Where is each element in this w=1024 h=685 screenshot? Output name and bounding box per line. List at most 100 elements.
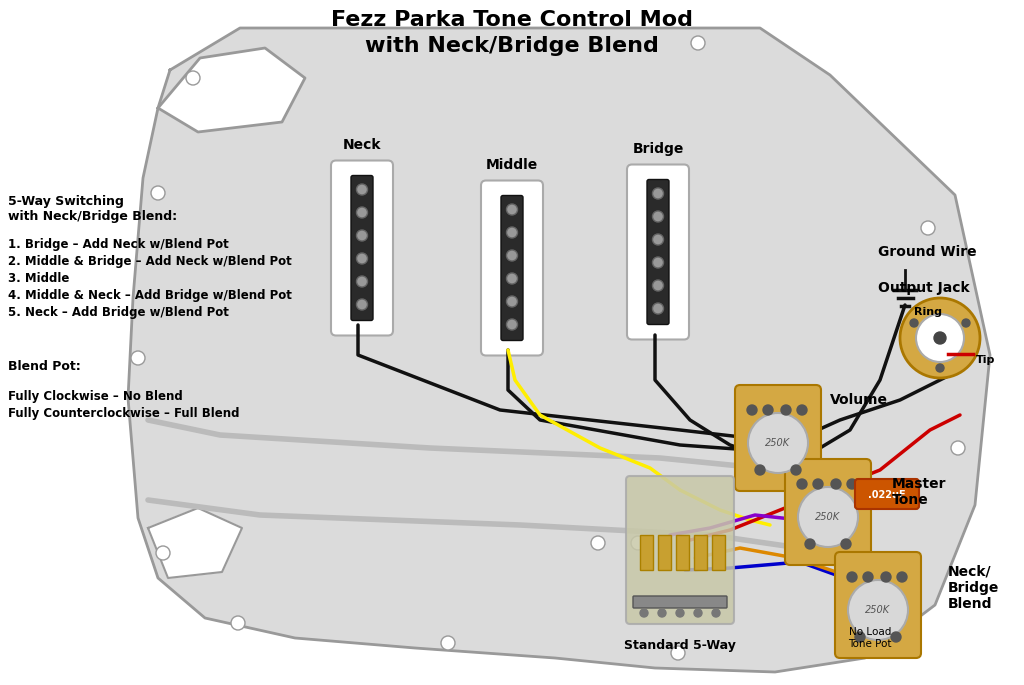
Circle shape: [652, 280, 664, 291]
Circle shape: [652, 257, 664, 268]
Circle shape: [591, 536, 605, 550]
Circle shape: [652, 188, 664, 199]
Circle shape: [151, 186, 165, 200]
Circle shape: [897, 572, 907, 582]
Text: Fully Counterclockwise – Full Blend: Fully Counterclockwise – Full Blend: [8, 407, 240, 420]
Text: Neck: Neck: [343, 138, 381, 151]
Circle shape: [936, 364, 944, 372]
FancyBboxPatch shape: [835, 552, 921, 658]
Circle shape: [652, 211, 664, 222]
Circle shape: [691, 36, 705, 50]
FancyBboxPatch shape: [735, 385, 821, 491]
Bar: [676, 535, 689, 570]
Circle shape: [507, 319, 517, 330]
Circle shape: [441, 636, 455, 650]
Text: Ground Wire: Ground Wire: [878, 245, 977, 259]
Circle shape: [891, 632, 901, 642]
Circle shape: [797, 405, 807, 415]
Text: 250K: 250K: [765, 438, 791, 448]
Text: Ring: Ring: [914, 307, 942, 317]
Circle shape: [131, 351, 145, 365]
Circle shape: [798, 487, 858, 547]
Circle shape: [841, 539, 851, 549]
FancyBboxPatch shape: [855, 479, 919, 509]
Text: .022uF: .022uF: [868, 490, 906, 500]
Text: Volume: Volume: [830, 393, 888, 407]
Text: Output Jack: Output Jack: [878, 281, 970, 295]
Circle shape: [631, 536, 645, 550]
Circle shape: [356, 276, 368, 287]
Circle shape: [507, 273, 517, 284]
Circle shape: [356, 207, 368, 218]
Circle shape: [910, 319, 919, 327]
FancyBboxPatch shape: [633, 596, 727, 608]
Circle shape: [797, 479, 807, 489]
Circle shape: [848, 580, 908, 640]
Circle shape: [781, 405, 791, 415]
Circle shape: [640, 609, 648, 617]
Circle shape: [951, 441, 965, 455]
Circle shape: [507, 204, 517, 215]
Circle shape: [847, 572, 857, 582]
Circle shape: [356, 253, 368, 264]
Bar: [694, 535, 707, 570]
Text: Fezz Parka Tone Control Mod: Fezz Parka Tone Control Mod: [331, 10, 693, 30]
Circle shape: [671, 646, 685, 660]
Text: Fully Clockwise – No Blend: Fully Clockwise – No Blend: [8, 390, 182, 403]
Text: 1. Bridge – Add Neck w/Blend Pot: 1. Bridge – Add Neck w/Blend Pot: [8, 238, 228, 251]
Text: with Neck/Bridge Blend: with Neck/Bridge Blend: [366, 36, 658, 56]
Circle shape: [652, 234, 664, 245]
Text: 250K: 250K: [815, 512, 841, 522]
Circle shape: [791, 465, 801, 475]
FancyBboxPatch shape: [785, 459, 871, 565]
Circle shape: [921, 221, 935, 235]
Circle shape: [156, 546, 170, 560]
Circle shape: [847, 479, 857, 489]
Text: 2. Middle & Bridge – Add Neck w/Blend Pot: 2. Middle & Bridge – Add Neck w/Blend Po…: [8, 255, 292, 268]
Text: 4. Middle & Neck – Add Bridge w/Blend Pot: 4. Middle & Neck – Add Bridge w/Blend Po…: [8, 289, 292, 302]
Circle shape: [763, 405, 773, 415]
Circle shape: [507, 227, 517, 238]
Circle shape: [507, 296, 517, 307]
Circle shape: [855, 632, 865, 642]
FancyBboxPatch shape: [501, 195, 523, 340]
Text: Tip: Tip: [976, 355, 995, 365]
Circle shape: [755, 465, 765, 475]
Circle shape: [916, 314, 964, 362]
FancyBboxPatch shape: [627, 164, 689, 340]
Text: 250K: 250K: [865, 605, 891, 615]
Polygon shape: [148, 508, 242, 578]
Circle shape: [676, 609, 684, 617]
FancyBboxPatch shape: [331, 160, 393, 336]
Circle shape: [746, 405, 757, 415]
Text: 5-Way Switching
with Neck/Bridge Blend:: 5-Way Switching with Neck/Bridge Blend:: [8, 195, 177, 223]
Text: No Load
Tone Pot: No Load Tone Pot: [848, 627, 892, 649]
Circle shape: [356, 184, 368, 195]
Circle shape: [831, 479, 841, 489]
Text: 5. Neck – Add Bridge w/Blend Pot: 5. Neck – Add Bridge w/Blend Pot: [8, 306, 229, 319]
Text: Blend Pot:: Blend Pot:: [8, 360, 81, 373]
Text: Standard 5-Way: Standard 5-Way: [624, 638, 736, 651]
Bar: [640, 535, 653, 570]
Polygon shape: [128, 28, 990, 672]
Circle shape: [871, 611, 885, 625]
Bar: [712, 535, 725, 570]
Circle shape: [805, 539, 815, 549]
Circle shape: [934, 332, 946, 344]
Circle shape: [652, 303, 664, 314]
FancyBboxPatch shape: [481, 181, 543, 356]
Circle shape: [813, 479, 823, 489]
Circle shape: [231, 616, 245, 630]
Circle shape: [881, 572, 891, 582]
Polygon shape: [158, 48, 305, 132]
FancyBboxPatch shape: [351, 175, 373, 321]
Circle shape: [658, 609, 666, 617]
Circle shape: [900, 298, 980, 378]
Circle shape: [863, 572, 873, 582]
Circle shape: [186, 71, 200, 85]
Circle shape: [356, 230, 368, 241]
Circle shape: [748, 413, 808, 473]
Circle shape: [507, 250, 517, 261]
FancyBboxPatch shape: [647, 179, 669, 325]
Circle shape: [962, 319, 970, 327]
